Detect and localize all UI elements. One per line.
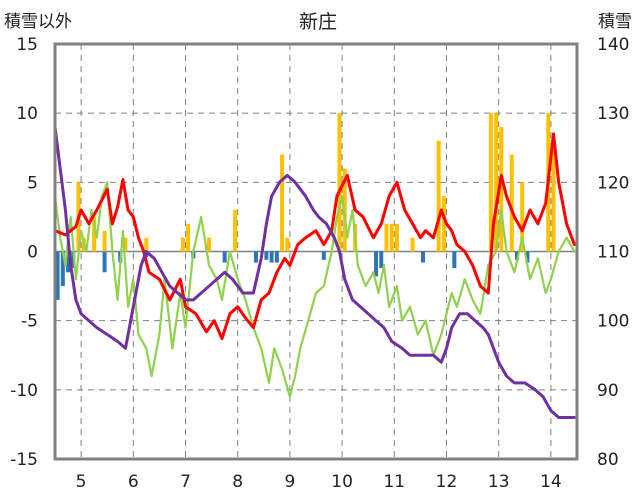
y-right-tick-label: 100 xyxy=(597,312,629,332)
x-tick-label: 8 xyxy=(232,472,243,492)
bar-negative xyxy=(102,251,107,273)
x-tick-label: 14 xyxy=(540,472,562,492)
bar-negative xyxy=(379,251,384,269)
bar-positive xyxy=(337,113,342,252)
x-tick-label: 6 xyxy=(128,472,139,492)
right-axis-title: 積雪 xyxy=(598,12,632,32)
y-right-tick-label: 80 xyxy=(597,450,619,470)
bar-negative xyxy=(525,251,530,263)
bar-negative xyxy=(274,251,279,263)
y-right-tick-label: 120 xyxy=(597,173,629,193)
bar-negative xyxy=(421,251,426,263)
bar-positive xyxy=(488,113,493,252)
bar-positive xyxy=(123,237,128,252)
y-right-tick-label: 130 xyxy=(597,104,629,124)
y-left-tick-label: 10 xyxy=(16,104,38,124)
x-tick-label: 10 xyxy=(331,472,353,492)
left-axis-title: 積雪以外 xyxy=(4,12,72,32)
y-left-tick-label: 5 xyxy=(27,173,38,193)
bar-positive xyxy=(233,210,238,252)
bar-positive xyxy=(499,127,504,252)
bar-positive xyxy=(186,223,191,252)
plot-frame xyxy=(53,42,579,461)
bar-negative xyxy=(253,251,258,263)
bar-negative xyxy=(321,251,326,260)
series-line-purple xyxy=(53,125,576,419)
bar-negative xyxy=(452,251,457,269)
chart-title: 新庄 xyxy=(299,11,337,33)
x-tick-label: 13 xyxy=(488,472,510,492)
series-lines xyxy=(53,125,576,419)
y-left-tick-label: -5 xyxy=(21,312,38,332)
bar-positive xyxy=(102,230,107,252)
x-tick-label: 9 xyxy=(284,472,295,492)
bar-positive xyxy=(509,154,514,252)
bar-negative xyxy=(222,251,227,263)
bar-positive xyxy=(494,113,499,252)
x-tick-label: 5 xyxy=(76,472,87,492)
x-tick-label: 11 xyxy=(383,472,405,492)
bar-positive xyxy=(280,154,285,252)
bar-positive xyxy=(520,182,525,252)
bar-positive xyxy=(394,223,399,252)
bar-positive xyxy=(436,140,441,252)
bar-negative xyxy=(264,251,269,260)
bar-negative xyxy=(269,251,274,263)
tick-labels: 15 10 5 0 -5 -10 -15 140 130 120 110 100 90 80 5 6 7 8 9 10… xyxy=(10,35,629,492)
y-left-tick-label: -15 xyxy=(10,450,38,470)
y-left-tick-label: 0 xyxy=(27,243,38,263)
bar-positive xyxy=(384,223,389,252)
bar-negative xyxy=(514,251,519,260)
series-line-red xyxy=(53,132,576,341)
bar-positive xyxy=(180,237,185,252)
y-left-tick-label: 15 xyxy=(16,35,38,55)
x-tick-label: 12 xyxy=(436,472,458,492)
series-line-green xyxy=(53,181,576,398)
y-right-tick-label: 90 xyxy=(597,381,619,401)
bar-negative xyxy=(374,251,379,277)
y-right-tick-label: 110 xyxy=(597,243,629,263)
bar-positive xyxy=(144,237,149,252)
bar-positive xyxy=(389,223,394,252)
bar-positive xyxy=(441,196,446,252)
bar-positive xyxy=(551,140,556,252)
bar-negative xyxy=(55,251,60,300)
bar-negative xyxy=(66,251,71,273)
y-right-tick-label: 140 xyxy=(597,35,629,55)
grid xyxy=(55,44,577,459)
bar-positive xyxy=(410,237,415,252)
bar-negative xyxy=(60,251,65,287)
bar-positive xyxy=(285,237,290,252)
x-tick-label: 7 xyxy=(180,472,191,492)
bar-positive xyxy=(92,216,97,252)
bars xyxy=(55,113,556,300)
y-left-tick-label: -10 xyxy=(10,381,38,401)
bar-positive xyxy=(206,237,211,252)
